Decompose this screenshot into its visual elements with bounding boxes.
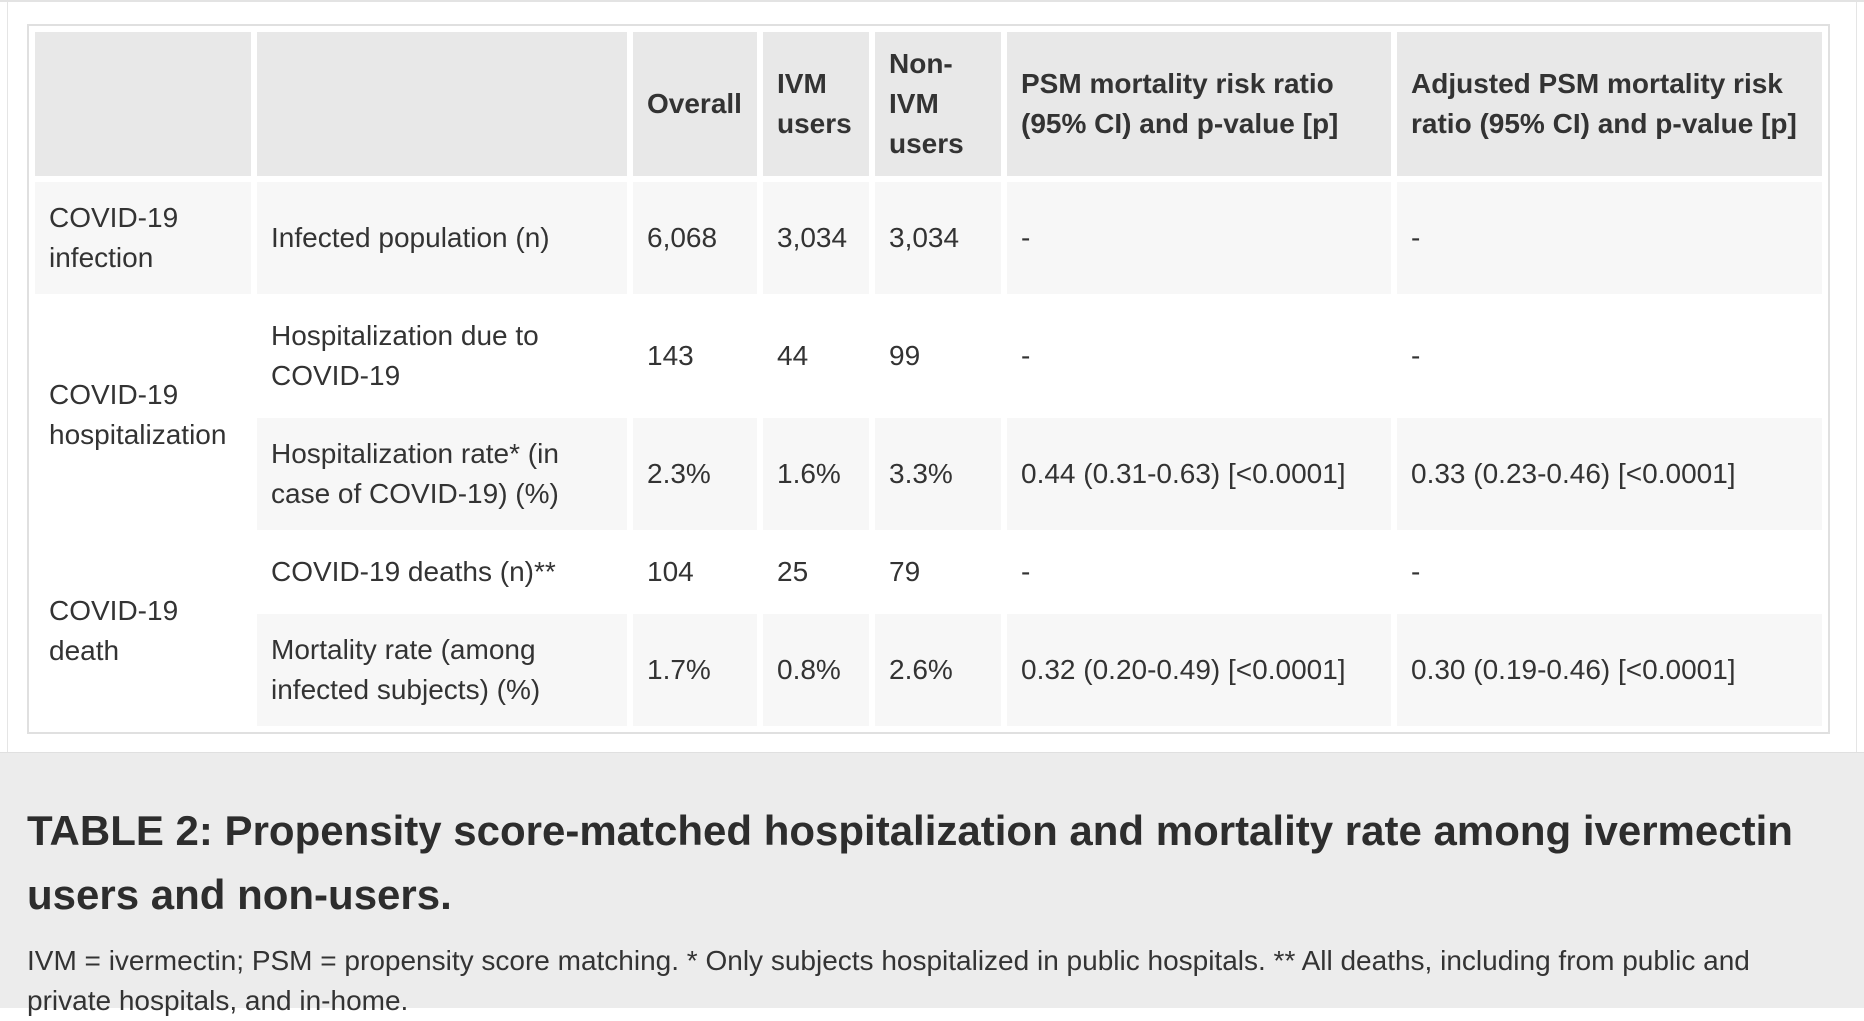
- cell-ivm: 44: [777, 340, 809, 371]
- header-empty-group: [35, 32, 251, 176]
- cell-psm: -: [1021, 556, 1031, 587]
- cell-non-ivm: 2.6%: [875, 614, 1001, 726]
- cell-adjusted-psm: -: [1411, 340, 1421, 371]
- cell-overall: 1.7%: [633, 614, 757, 726]
- cell-psm: -: [1007, 182, 1391, 294]
- group-covid-hospitalization: COVID-19 hospitalization: [35, 300, 251, 530]
- cell-overall: 143: [647, 340, 694, 371]
- row-label: Mortality rate (among infected subjects)…: [257, 614, 627, 726]
- cell-ivm: 3,034: [763, 182, 869, 294]
- header-adjusted-psm-risk-ratio: Adjusted PSM mortality risk ratio (95% C…: [1397, 32, 1822, 176]
- cell-adjusted-psm: 0.33 (0.23-0.46) [<0.0001]: [1397, 418, 1822, 530]
- cell-adjusted-psm: 0.30 (0.19-0.46) [<0.0001]: [1397, 614, 1822, 726]
- cell-non-ivm: 3,034: [875, 182, 1001, 294]
- header-non-ivm-users: Non-IVM users: [875, 32, 1001, 176]
- table-caption-footnote: IVM = ivermectin; PSM = propensity score…: [27, 945, 1750, 1016]
- row-label: Infected population (n): [257, 182, 627, 294]
- cell-ivm: 25: [777, 556, 809, 587]
- cell-adjusted-psm: -: [1411, 556, 1421, 587]
- caption-section: TABLE 2: Propensity score-matched hospit…: [0, 752, 1864, 1016]
- cell-adjusted-psm: -: [1397, 182, 1822, 294]
- table-panel: Overall IVM users Non-IVM users PSM mort…: [7, 2, 1857, 752]
- cell-non-ivm: 3.3%: [875, 418, 1001, 530]
- header-empty-measure: [257, 32, 627, 176]
- row-label: Hospitalization due to COVID-19: [271, 320, 539, 391]
- group-covid-death: COVID-19 death: [35, 536, 251, 726]
- header-ivm-users: IVM users: [763, 32, 869, 176]
- cell-ivm: 0.8%: [763, 614, 869, 726]
- cell-non-ivm: 79: [889, 556, 921, 587]
- cell-psm: 0.44 (0.31-0.63) [<0.0001]: [1007, 418, 1391, 530]
- row-mortality-rate: Mortality rate (among infected subjects)…: [35, 614, 1822, 726]
- top-divider: [0, 0, 1864, 2]
- cell-ivm: 1.6%: [763, 418, 869, 530]
- cell-overall: 104: [647, 556, 694, 587]
- row-deaths-count: COVID-19 death COVID-19 deaths (n)** 104…: [35, 536, 1822, 726]
- row-label: COVID-19 deaths (n)**: [271, 556, 556, 587]
- cell-overall: 6,068: [633, 182, 757, 294]
- cell-psm: -: [1021, 340, 1031, 371]
- cell-overall: 2.3%: [633, 418, 757, 530]
- cell-non-ivm: 99: [889, 340, 921, 371]
- results-table: Overall IVM users Non-IVM users PSM mort…: [27, 24, 1830, 734]
- header-overall: Overall: [633, 32, 757, 176]
- row-hospitalization-rate: Hospitalization rate* (in case of COVID-…: [35, 418, 1822, 530]
- row-infected-population: COVID-19 infection Infected population (…: [35, 182, 1822, 294]
- table-caption-title: TABLE 2: Propensity score-matched hospit…: [27, 807, 1793, 918]
- cell-psm: 0.32 (0.20-0.49) [<0.0001]: [1007, 614, 1391, 726]
- header-psm-risk-ratio: PSM mortality risk ratio (95% CI) and p-…: [1007, 32, 1391, 176]
- group-covid-infection: COVID-19 infection: [35, 182, 251, 294]
- row-label: Hospitalization rate* (in case of COVID-…: [257, 418, 627, 530]
- table-header-row: Overall IVM users Non-IVM users PSM mort…: [35, 32, 1822, 176]
- row-hospitalization-count: COVID-19 hospitalization Hospitalization…: [35, 300, 1822, 530]
